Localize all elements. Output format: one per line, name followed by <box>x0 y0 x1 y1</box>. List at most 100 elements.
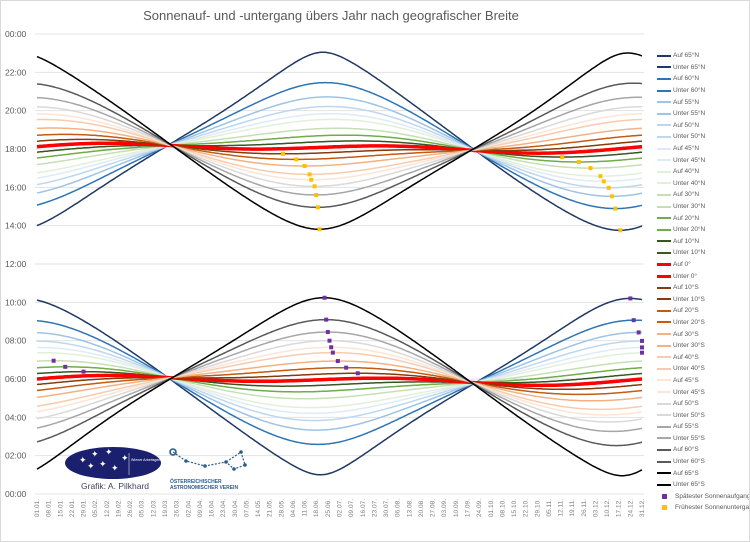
series-line-auf <box>37 331 643 431</box>
legend-label: Unter 20°S <box>673 318 705 326</box>
x-tick-label: 10.12. <box>604 499 611 517</box>
earliest-sunset-marker <box>588 166 593 171</box>
latest-sunrise-marker <box>335 359 340 364</box>
x-tick-label: 17.12. <box>616 499 623 517</box>
legend-label: Frühester Sonnenuntergang <box>675 504 750 512</box>
legend-label: Auf 45°S <box>673 376 699 384</box>
x-tick-label: 12.03. <box>150 499 157 517</box>
legend-item: Unter 0° <box>657 270 749 282</box>
latest-sunrise-marker <box>63 364 68 369</box>
legend-swatch <box>657 425 671 428</box>
legend-swatch <box>657 391 671 394</box>
x-tick-label: 24.12. <box>627 499 634 517</box>
legend-item: Auf 20°S <box>657 305 749 317</box>
earliest-sunset-marker <box>302 164 307 169</box>
legend-label: Unter 50°S <box>673 411 705 419</box>
legend-item: Auf 55°S <box>657 421 749 433</box>
x-tick-label: 24.09. <box>476 499 483 517</box>
legend-label: Unter 0° <box>673 272 697 280</box>
x-tick-label: 19.02. <box>115 499 122 517</box>
x-tick-label: 06.08. <box>395 499 402 517</box>
x-tick-label: 15.01. <box>57 499 64 517</box>
legend-item: Unter 50°N <box>657 131 749 143</box>
legend-item: Auf 40°S <box>657 351 749 363</box>
x-tick-label: 29.01. <box>81 499 88 517</box>
series-line-auf <box>36 297 643 477</box>
x-tick-label: 25.06. <box>325 499 332 517</box>
legend-swatch <box>657 437 671 440</box>
x-tick-label: 07.05. <box>243 499 250 517</box>
y-tick-label: 20:00 <box>5 106 27 116</box>
legend-label: Auf 0° <box>673 260 691 268</box>
x-tick-label: 19.03. <box>162 499 169 517</box>
series-line-unter <box>36 96 643 198</box>
legend-label: Auf 10°N <box>673 237 700 245</box>
y-tick-label: 02:00 <box>5 451 27 461</box>
latest-sunrise-marker <box>324 317 329 322</box>
legend-label: Auf 65°N <box>673 52 700 60</box>
constellation-star <box>232 467 236 471</box>
x-tick-label: 31.12. <box>639 499 646 517</box>
x-tick-label: 13.08. <box>406 499 413 517</box>
earliest-sunset-marker <box>618 228 623 233</box>
series-line-unter <box>37 113 642 181</box>
earliest-sunset-marker <box>309 177 314 182</box>
legend-label: Unter 40°S <box>673 365 705 373</box>
x-tick-label: 22.01. <box>69 499 76 517</box>
legend-swatch <box>657 333 671 336</box>
legend-label: Unter 40°N <box>673 179 706 187</box>
legend-swatch <box>657 240 671 243</box>
constellation-star <box>224 460 228 464</box>
x-tick-label: 02.04. <box>185 499 192 517</box>
series-line-unter <box>36 96 643 196</box>
x-tick-label: 30.04. <box>232 499 239 517</box>
legend-item: Auf 45°N <box>657 143 749 155</box>
legend-item: Auf 10°S <box>657 282 749 294</box>
legend-swatch <box>657 217 671 220</box>
legend-swatch <box>657 205 671 208</box>
y-tick-label: 12:00 <box>5 259 27 269</box>
y-tick-label: 10:00 <box>5 297 27 307</box>
legend-label: Auf 50°N <box>673 121 700 129</box>
x-tick-label: 04.06. <box>290 499 297 517</box>
y-tick-label: 22:00 <box>5 67 27 77</box>
constellation-star <box>169 448 177 456</box>
x-tick-label: 05.03. <box>139 499 146 517</box>
constellation-star <box>239 450 243 454</box>
series-line-auf <box>36 359 643 400</box>
legend-label: Auf 20°N <box>673 214 700 222</box>
legend-label: Unter 65°N <box>673 63 706 71</box>
legend-item: Auf 0° <box>657 259 749 271</box>
x-tick-label: 30.07. <box>383 499 390 517</box>
x-tick-label: 29.10. <box>534 499 541 517</box>
x-tick-label: 15.10. <box>511 499 518 517</box>
star-icon: ✦ <box>91 449 99 459</box>
x-tick-label: 11.06. <box>302 499 309 517</box>
series-line-auf <box>36 366 643 396</box>
series-line-unter <box>36 52 643 231</box>
latest-sunrise-marker <box>640 338 644 343</box>
legend-label: Auf 55°N <box>673 98 700 106</box>
legend-swatch <box>657 356 671 359</box>
latest-sunrise-marker <box>329 345 334 350</box>
x-tick-label: 01.01. <box>34 499 41 517</box>
credit: Grafik: A. Pilkhard <box>81 481 150 491</box>
y-tick-label: 16:00 <box>5 182 27 192</box>
latest-sunrise-marker <box>355 371 360 376</box>
legend-label: Auf 55°S <box>673 423 699 431</box>
legend-swatch <box>657 321 671 324</box>
series-line-auf <box>36 297 643 476</box>
legend-item: Unter 55°N <box>657 108 749 120</box>
legend-label: Auf 60°N <box>673 75 700 83</box>
y-tick-label: 06:00 <box>5 374 27 384</box>
legend-item: Auf 45°S <box>657 375 749 387</box>
x-tick-label: 27.08. <box>430 499 437 517</box>
legend-label: Auf 40°N <box>673 168 700 176</box>
series-line-unter <box>37 106 642 188</box>
series-line-auf <box>36 372 643 391</box>
legend-item: Auf 50°N <box>657 120 749 132</box>
logo-ellipse <box>65 447 161 479</box>
series-line-auf <box>37 340 642 422</box>
legend-swatch <box>657 460 671 463</box>
legend-swatch <box>657 147 671 150</box>
